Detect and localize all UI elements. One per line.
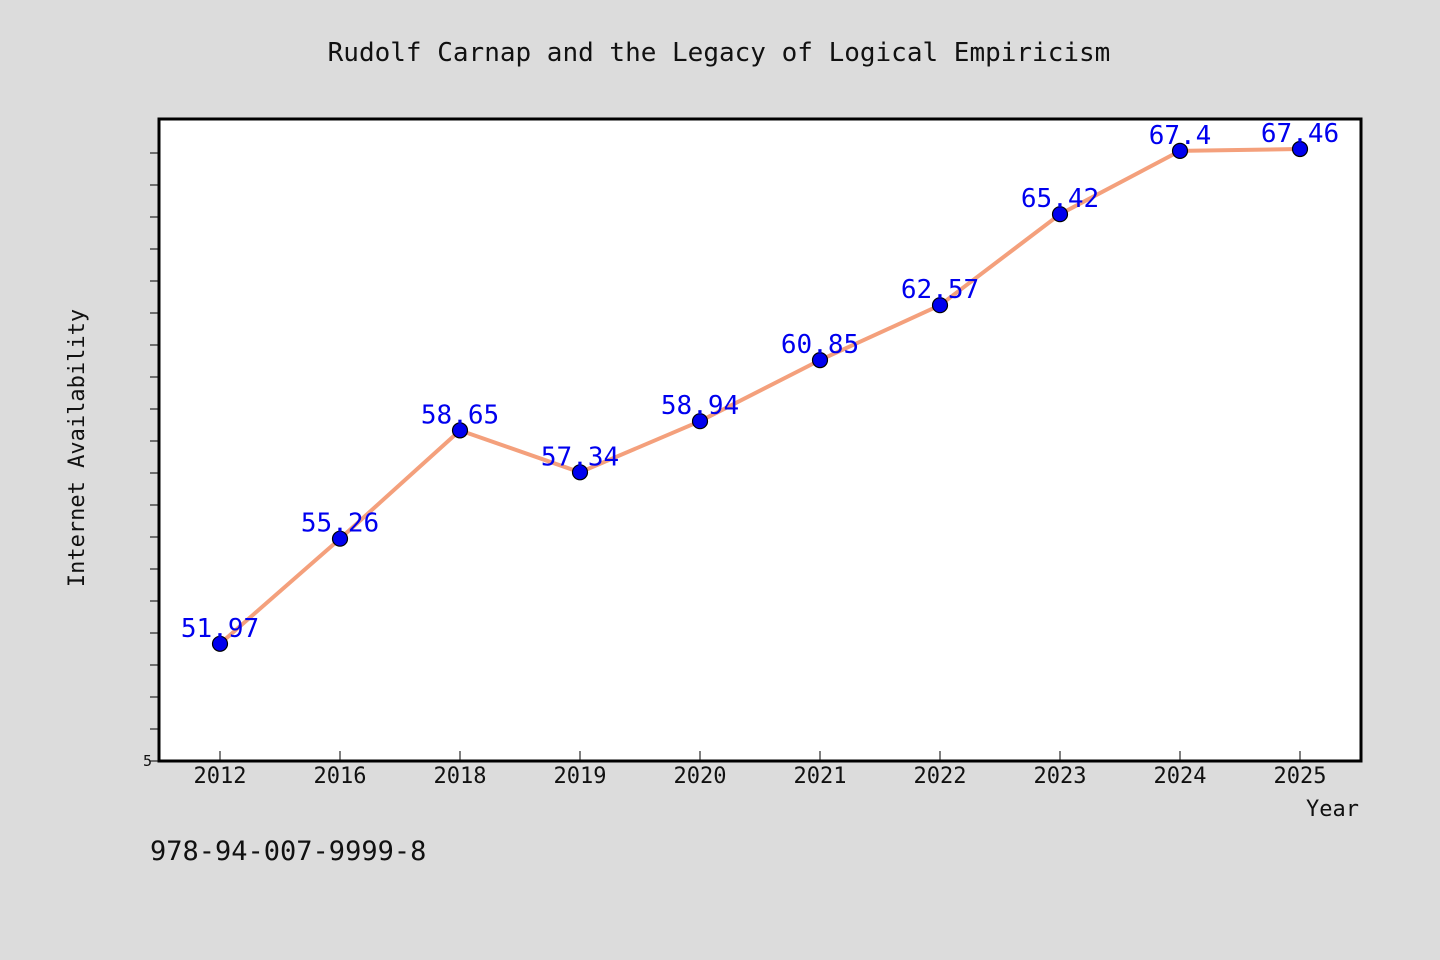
series-line	[218, 147, 1302, 646]
data-point	[1051, 206, 1069, 223]
x-axis-label: Year	[1306, 797, 1359, 822]
x-axis-tick-labels: 2012 2016 2018 2019 2020 2021 2022 2023 2024 2025	[194, 764, 1327, 789]
data-point	[211, 635, 229, 652]
data-label: 55.26	[301, 509, 379, 539]
y-tick-label: 5	[143, 752, 152, 770]
x-tick-label: 2025	[1274, 764, 1327, 789]
x-tick-label: 2024	[1154, 764, 1207, 789]
data-label: 67.4	[1149, 121, 1212, 151]
data-label: 62.57	[901, 275, 979, 305]
y-axis-label: Internet Availability	[65, 309, 90, 587]
x-tick-label: 2022	[914, 764, 967, 789]
chart-title: Rudolf Carnap and the Legacy of Logical …	[328, 38, 1111, 68]
data-point	[1291, 140, 1309, 158]
data-label: 58.94	[661, 391, 739, 421]
data-label: 58.65	[421, 400, 499, 430]
data-label: 51.97	[181, 614, 259, 644]
x-tick-label: 2023	[1034, 764, 1087, 789]
series-markers	[211, 140, 1309, 652]
data-point	[571, 464, 589, 481]
data-point	[331, 530, 349, 547]
data-point	[451, 422, 469, 439]
y-axis-ticks	[150, 152, 159, 762]
data-point	[811, 352, 829, 369]
x-tick-label: 2019	[554, 764, 607, 789]
x-tick-label: 2018	[434, 764, 487, 789]
data-point	[1171, 142, 1189, 159]
x-tick-label: 2016	[314, 764, 367, 789]
x-tick-label: 2021	[794, 764, 847, 789]
data-labels: 51.97 55.26 58.65 57.34 58.94 60.85 62.57 65.42…	[181, 119, 1339, 644]
plot-area	[157, 117, 1363, 763]
data-point	[931, 297, 949, 314]
footer-isbn: 978-94-007-9999-8	[150, 836, 427, 867]
x-axis-ticks	[219, 751, 1301, 761]
data-label: 60.85	[781, 330, 859, 360]
data-label: 57.34	[541, 442, 619, 472]
data-point	[691, 413, 709, 430]
data-label: 65.42	[1021, 184, 1099, 214]
x-tick-label: 2012	[194, 764, 247, 789]
data-label: 67.46	[1261, 119, 1339, 149]
x-tick-label: 2020	[674, 764, 727, 789]
